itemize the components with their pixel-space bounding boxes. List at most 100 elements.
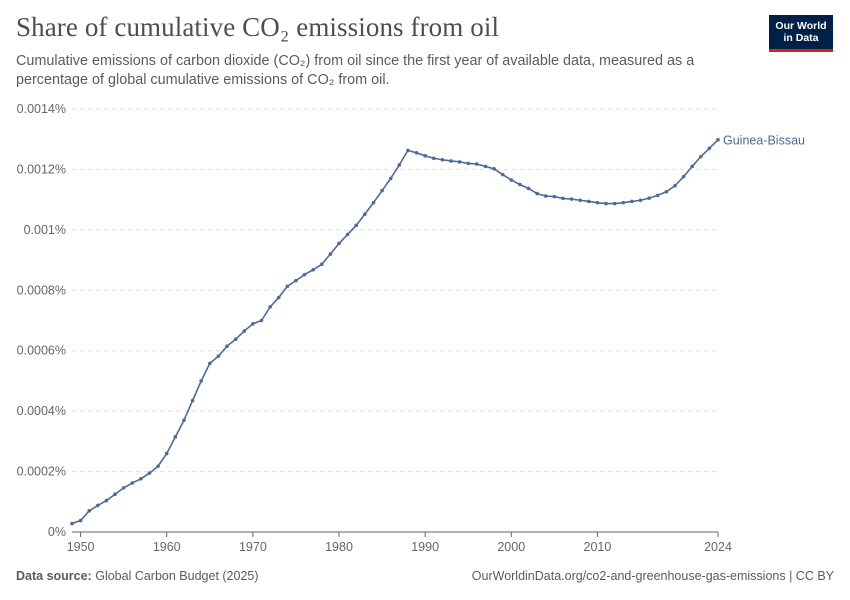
data-point	[500, 172, 505, 177]
data-point	[319, 262, 324, 267]
data-source-link[interactable]: Global Carbon Budget (2025)	[95, 569, 259, 583]
data-point	[164, 451, 169, 456]
data-point	[87, 509, 92, 513]
data-point	[182, 418, 186, 423]
logo-line-2: in Data	[783, 32, 819, 44]
data-point	[552, 194, 557, 199]
data-point	[328, 252, 333, 256]
series-layer: Guinea-Bissau	[70, 133, 805, 526]
data-point	[276, 295, 281, 300]
data-point	[70, 521, 74, 526]
data-point	[535, 191, 539, 196]
x-tick-label: 2000	[497, 540, 525, 554]
data-point	[423, 154, 427, 158]
data-point	[78, 518, 83, 523]
data-point	[208, 361, 212, 366]
data-point	[354, 223, 359, 228]
y-tick-label: 0.001%	[24, 223, 66, 237]
data-point	[216, 354, 221, 358]
x-tick-label: 1960	[153, 540, 181, 554]
data-point	[492, 167, 496, 171]
data-point	[259, 318, 264, 323]
data-point	[104, 498, 109, 503]
data-point	[561, 196, 565, 201]
data-point	[707, 146, 712, 151]
data-point	[509, 178, 514, 182]
data-point	[251, 322, 255, 326]
data-point	[673, 183, 677, 188]
series-label: Guinea-Bissau	[723, 133, 805, 147]
chart-title: Share of cumulative CO₂ emissions from o…	[16, 12, 500, 42]
data-point	[595, 200, 600, 205]
data-point	[139, 477, 143, 481]
data-point	[457, 160, 462, 164]
data-point	[147, 471, 152, 475]
data-point	[483, 164, 488, 169]
data-point	[543, 194, 548, 198]
data-point	[371, 200, 376, 205]
data-point	[96, 503, 100, 508]
x-tick-label: 1980	[325, 540, 353, 554]
x-tick-label: 1990	[411, 540, 439, 554]
data-point	[466, 161, 471, 166]
y-tick-label: 0.0014%	[17, 102, 66, 116]
data-point	[388, 176, 393, 181]
data-point	[587, 199, 591, 204]
data-point	[664, 189, 669, 194]
data-point	[397, 163, 402, 167]
x-tick-label: 1950	[67, 540, 95, 554]
data-point	[233, 337, 238, 342]
data-point	[294, 278, 298, 283]
data-point	[621, 200, 626, 205]
data-point	[130, 481, 135, 485]
data-point	[113, 492, 117, 497]
data-point	[406, 148, 410, 153]
data-point	[475, 162, 479, 166]
data-point	[647, 196, 651, 200]
data-point	[199, 379, 203, 383]
x-tick-label: 1970	[239, 540, 267, 554]
chart-subtitle: Cumulative emissions of carbon dioxide (…	[16, 53, 695, 88]
y-tick-label: 0.0004%	[17, 404, 66, 418]
data-point	[698, 154, 703, 159]
data-point	[414, 151, 419, 155]
grid-lines	[72, 108, 718, 473]
data-point	[604, 201, 608, 206]
data-point	[380, 188, 384, 193]
data-point	[337, 241, 341, 246]
data-point	[225, 344, 229, 348]
data-point	[121, 486, 126, 490]
data-point	[363, 212, 367, 216]
data-point	[630, 199, 634, 204]
data-point	[345, 232, 350, 237]
data-point	[242, 329, 247, 333]
data-source-label: Data source:	[16, 569, 92, 583]
data-point	[716, 138, 720, 142]
data-point	[518, 182, 522, 187]
data-point	[578, 198, 582, 203]
data-point	[612, 201, 617, 206]
data-point	[655, 193, 660, 198]
data-point	[285, 284, 290, 289]
data-point	[440, 157, 445, 162]
series-line	[71, 139, 719, 525]
data-point	[311, 267, 315, 272]
data-point	[526, 186, 531, 191]
data-point	[302, 272, 307, 277]
y-tick-label: 0%	[48, 525, 66, 539]
x-tick-label: 2010	[584, 540, 612, 554]
y-tick-label: 0.0006%	[17, 344, 66, 358]
y-tick-label: 0.0012%	[17, 162, 66, 176]
y-tick-label: 0.0002%	[17, 465, 66, 479]
y-tick-label: 0.0008%	[17, 283, 66, 297]
data-point	[156, 464, 160, 468]
owid-logo[interactable]: Our World in Data	[769, 15, 833, 52]
data-point	[190, 398, 195, 403]
y-axis-ticks: 0% 0.0002% 0.0004% 0.0006% 0.0008% 0.001% 0.00…	[17, 102, 66, 539]
url-license[interactable]: OurWorldinData.org/co2-and-greenhouse-ga…	[471, 569, 834, 583]
data-point	[431, 156, 436, 161]
data-point	[681, 174, 686, 179]
x-axis: 1950 1960 1970 1980 1990 2000 2010 2024	[67, 531, 732, 554]
data-point	[449, 159, 453, 163]
data-source: Data source: Global Carbon Budget (2025)	[16, 569, 259, 583]
